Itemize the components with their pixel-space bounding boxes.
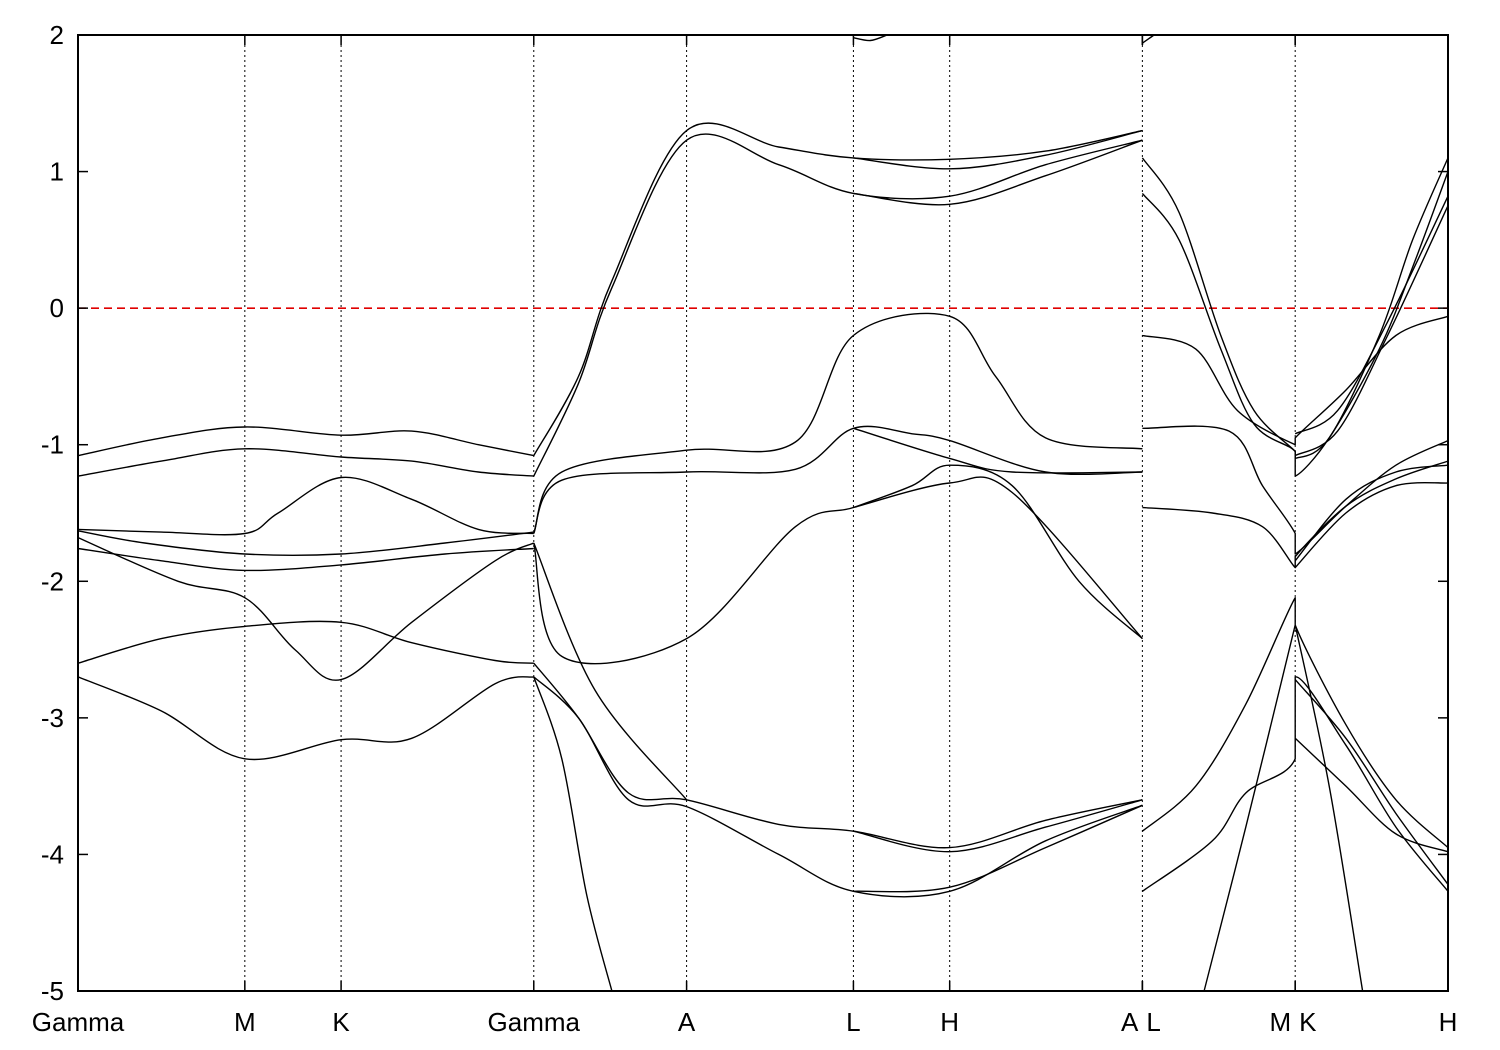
band-line — [77, 620, 534, 664]
x-tick-label: L — [846, 1007, 860, 1037]
band-line — [533, 542, 688, 801]
band-line — [77, 426, 534, 457]
x-tick-label: H — [1439, 1007, 1458, 1037]
band-line — [1294, 679, 1449, 885]
band-series — [77, 460, 1449, 681]
band-line — [1141, 676, 1449, 892]
x-tick-label: L — [1146, 1007, 1160, 1037]
y-tick-label: 2 — [50, 20, 64, 50]
y-tick-label: -3 — [41, 703, 64, 733]
k-point-gridlines — [244, 35, 1296, 991]
x-axis: Gamma M K Gamma A L H A L M K H — [32, 35, 1458, 1037]
x-tick-label: A — [678, 1007, 696, 1037]
plot-frame — [77, 34, 1449, 992]
band-line — [533, 676, 613, 992]
x-tick-label: Gamma — [488, 1007, 581, 1037]
band-line — [1294, 481, 1449, 569]
band-line — [1294, 195, 1449, 435]
band-line — [853, 129, 1143, 170]
y-tick-label: -4 — [41, 839, 64, 869]
y-tick-label: -2 — [41, 566, 64, 596]
band-line — [853, 476, 1143, 640]
band-series — [533, 624, 1364, 992]
band-line — [1203, 624, 1296, 992]
x-tick-label: K — [1299, 1007, 1317, 1037]
band-series — [77, 597, 1449, 849]
band-series — [77, 133, 1449, 477]
y-tick-label: 1 — [50, 157, 64, 187]
band-line — [77, 448, 534, 477]
x-tick-label: M — [234, 1007, 256, 1037]
x-tick-label: H — [940, 1007, 959, 1037]
band-line — [533, 676, 1143, 898]
x-tick-label: K — [332, 1007, 350, 1037]
band-line — [1142, 315, 1449, 446]
band-line — [853, 804, 1143, 893]
band-line — [533, 425, 1143, 533]
band-line — [1142, 460, 1449, 569]
y-axis: -5 -4 -3 -2 -1 0 1 2 — [41, 20, 1448, 1006]
x-tick-label: Gamma — [32, 1007, 125, 1037]
band-line — [1142, 425, 1449, 555]
band-line — [533, 464, 1143, 665]
band-series — [77, 427, 1449, 640]
band-line — [533, 122, 1143, 456]
y-tick-label: -1 — [41, 430, 64, 460]
band-line — [1294, 624, 1364, 992]
band-series — [77, 425, 1449, 557]
band-line — [77, 547, 534, 572]
band-series — [77, 676, 1449, 898]
band-line — [77, 530, 534, 557]
x-tick-label: M — [1270, 1007, 1292, 1037]
band-line — [533, 662, 1143, 849]
band-line — [853, 34, 888, 42]
band-series — [77, 312, 1449, 536]
band-line — [533, 312, 1143, 534]
band-line — [533, 133, 1143, 477]
band-line — [853, 427, 1143, 474]
x-tick-label: A — [1121, 1007, 1139, 1037]
band-line — [77, 476, 534, 536]
band-line — [1141, 597, 1449, 849]
band-series — [533, 542, 1449, 893]
band-line — [77, 536, 535, 681]
band-line — [77, 676, 534, 761]
band-line — [1294, 737, 1449, 853]
y-tick-label: -5 — [41, 976, 64, 1006]
band-series — [853, 34, 1449, 457]
band-line — [853, 799, 1143, 853]
band-line — [1294, 205, 1449, 457]
y-tick-label: 0 — [50, 293, 64, 323]
band-lines — [77, 34, 1449, 992]
band-line — [853, 139, 1143, 206]
band-line — [1294, 464, 1449, 562]
band-series — [77, 122, 1449, 460]
band-line — [1141, 34, 1155, 44]
